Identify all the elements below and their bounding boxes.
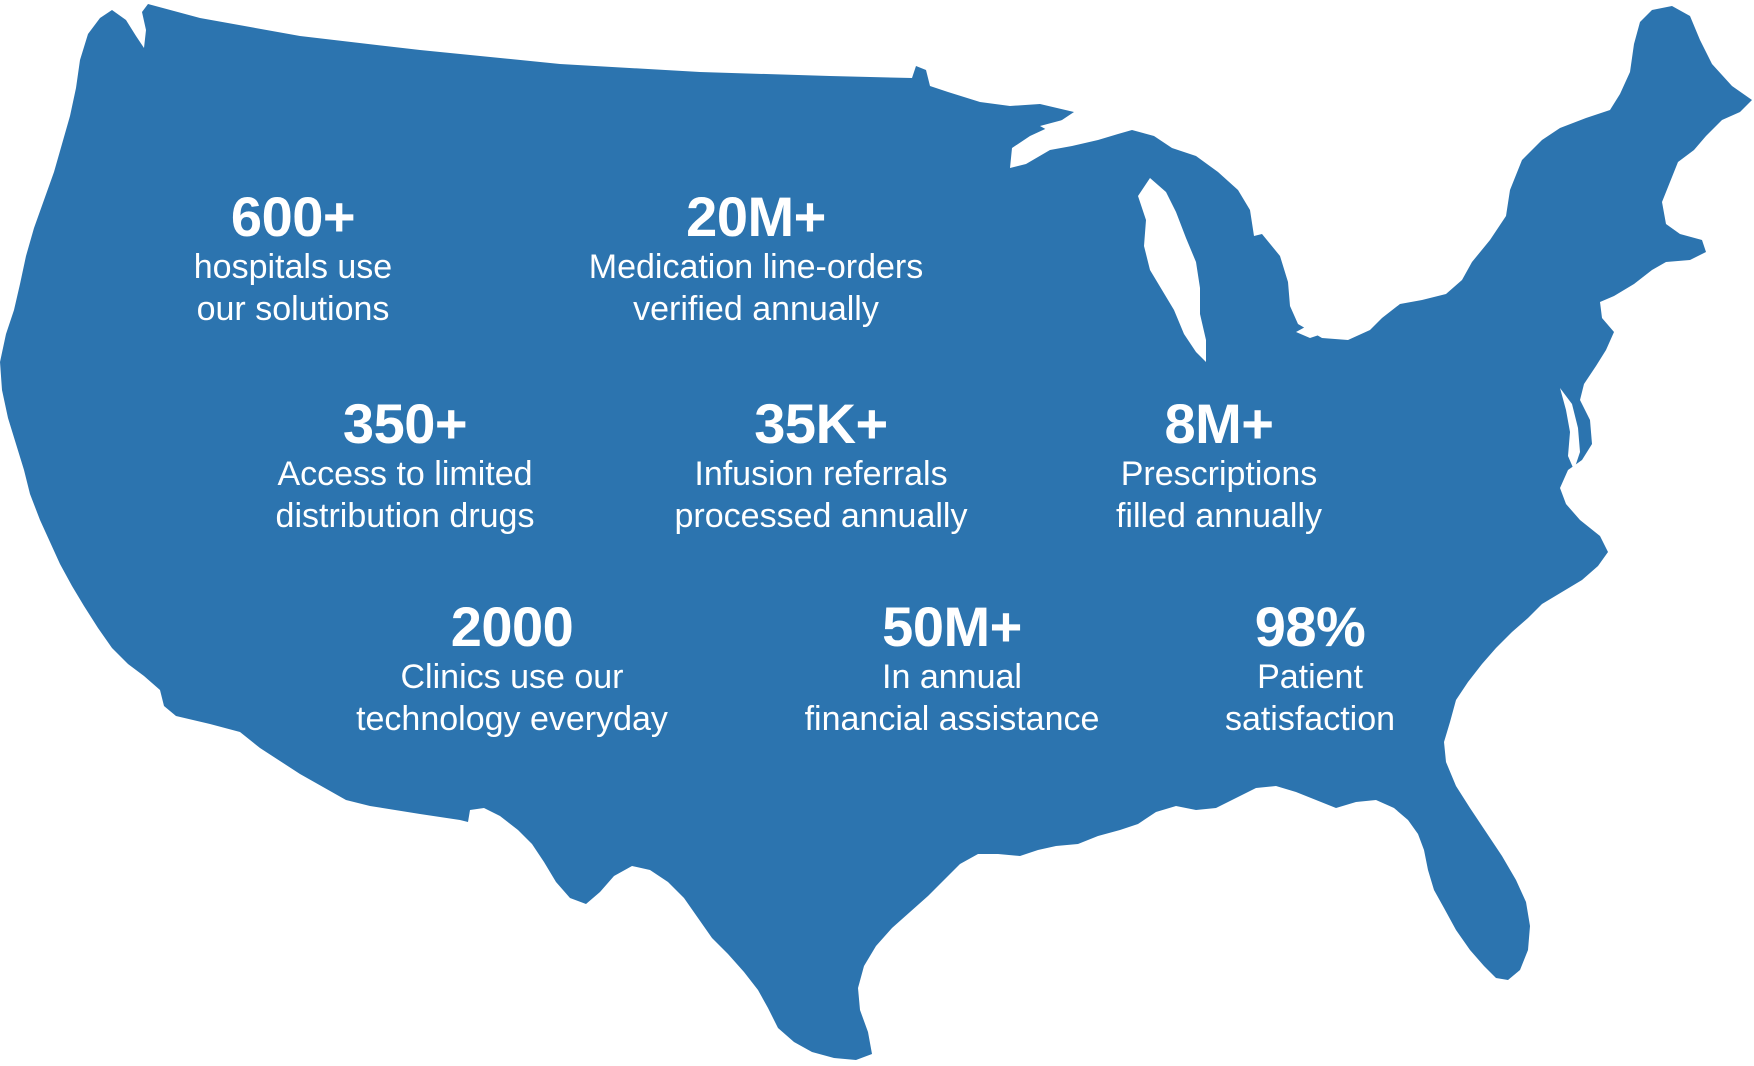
lake-superior [1040,116,1130,136]
stat-value: 20M+ [686,185,826,248]
stat-label-line1: Access to limited [277,455,533,493]
stat-financial-assistance: 50M+ In annual financial assistance [805,598,1100,740]
chesapeake-bay [1560,388,1580,470]
stat-hospitals: 600+ hospitals use our solutions [194,188,392,330]
stat-label-line2: satisfaction [1224,700,1396,738]
stat-value: 98% [1254,595,1366,658]
stat-value: 35K+ [754,392,888,455]
stat-value: 2000 [450,595,574,658]
stat-limited-distribution: 350+ Access to limited distribution drug… [276,395,535,537]
stat-label-line2: verified annually [633,290,879,328]
stat-label-line1: hospitals use [193,248,393,286]
stat-value: 50M+ [882,595,1022,658]
stat-label-line1: In annual [882,658,1022,696]
stat-label-line1: Medication line-orders [588,248,924,286]
stat-value: 8M+ [1164,392,1275,455]
stat-label-line2: technology everyday [356,700,668,738]
us-map-shape [0,4,1752,1060]
stat-label-line2: distribution drugs [275,497,535,535]
stat-label-line1: Prescriptions [1120,455,1318,493]
stat-patient-satisfaction: 98% Patient satisfaction [1225,598,1395,740]
stat-prescriptions: 8M+ Prescriptions filled annually [1116,395,1322,537]
stat-label-line1: Infusion referrals [694,455,948,493]
stat-infusion-referrals: 35K+ Infusion referrals processed annual… [675,395,968,537]
stat-label-line1: Clinics use our [400,658,624,696]
lake-erie [1296,292,1396,338]
stat-medication-orders: 20M+ Medication line-orders verified ann… [589,188,924,330]
stat-label-line2: processed annually [674,497,968,535]
stat-label-line2: our solutions [196,290,390,328]
stat-value: 600+ [230,185,356,248]
stat-label-line1: Patient [1257,658,1363,696]
stat-value: 350+ [342,392,468,455]
lake-michigan [1138,178,1206,362]
stat-label-line2: filled annually [1115,497,1323,535]
stat-label-line2: financial assistance [804,700,1100,738]
stat-clinics: 2000 Clinics use our technology everyday [356,598,668,740]
